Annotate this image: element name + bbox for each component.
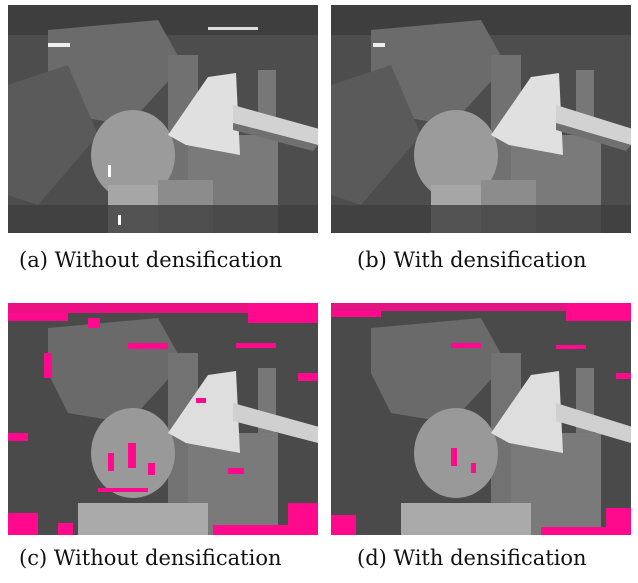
disparity-map-a bbox=[8, 5, 318, 233]
disparity-map-d bbox=[331, 303, 631, 535]
panel-c-image bbox=[8, 303, 318, 535]
panel-d-image bbox=[331, 303, 631, 535]
disparity-map-b bbox=[331, 5, 631, 233]
caption-c: (c) Without densification bbox=[19, 546, 282, 570]
caption-a: (a) Without densification bbox=[19, 248, 283, 272]
disparity-map-c bbox=[8, 303, 318, 535]
panel-b-image bbox=[331, 5, 631, 233]
caption-d: (d) With densification bbox=[357, 546, 587, 570]
panel-a-image bbox=[8, 5, 318, 233]
caption-b: (b) With densification bbox=[357, 248, 587, 272]
